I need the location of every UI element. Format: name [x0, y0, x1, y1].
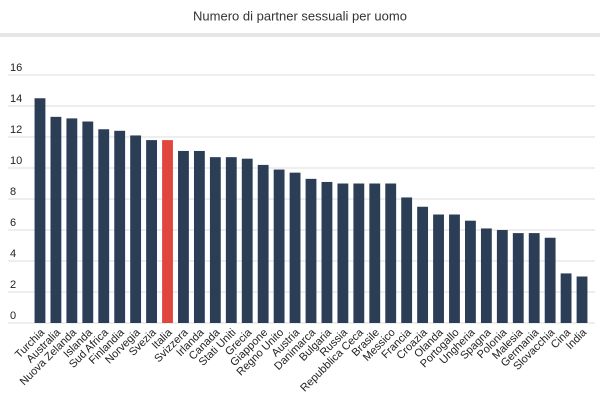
y-tick-label: 6: [10, 217, 16, 229]
y-tick-label: 16: [10, 62, 22, 74]
y-tick-label: 12: [10, 124, 22, 136]
bar: [66, 118, 78, 324]
bar: [50, 116, 62, 323]
bar: [337, 183, 349, 323]
bar: [449, 214, 460, 323]
y-tick-label: 8: [10, 186, 16, 198]
y-tick-label: 0: [10, 310, 16, 322]
bar: [130, 135, 142, 323]
bar: [480, 228, 492, 323]
y-tick-label: 2: [10, 279, 16, 291]
bar: [496, 230, 508, 323]
bar: [528, 233, 540, 323]
y-tick-label: 10: [10, 155, 22, 167]
bar: [576, 276, 588, 323]
bar: [321, 181, 333, 323]
bar: [209, 157, 221, 323]
bar: [369, 183, 381, 323]
bar: [544, 237, 556, 323]
bar: [34, 98, 46, 323]
bar: [401, 197, 413, 323]
bar: [257, 164, 269, 323]
bar: [560, 273, 572, 323]
bar: [465, 220, 476, 323]
bar: [305, 178, 317, 323]
title-divider: [0, 33, 600, 37]
bar: [193, 150, 205, 323]
bar: [512, 233, 524, 323]
bar: [385, 183, 397, 323]
bar: [162, 140, 173, 323]
bar: [417, 206, 429, 323]
y-tick-label: 4: [10, 248, 16, 260]
bar: [273, 169, 285, 323]
bar: [146, 140, 157, 323]
bar: [178, 150, 189, 323]
bar: [114, 130, 126, 323]
bar: [433, 214, 444, 323]
bar: [225, 157, 237, 323]
bar: [98, 129, 110, 323]
y-tick-label: 14: [10, 93, 22, 105]
bar: [241, 158, 253, 323]
bar: [289, 172, 301, 323]
chart-title: Numero di partner sessuali per uomo: [193, 8, 407, 23]
bar: [353, 183, 365, 323]
bar: [82, 121, 94, 323]
